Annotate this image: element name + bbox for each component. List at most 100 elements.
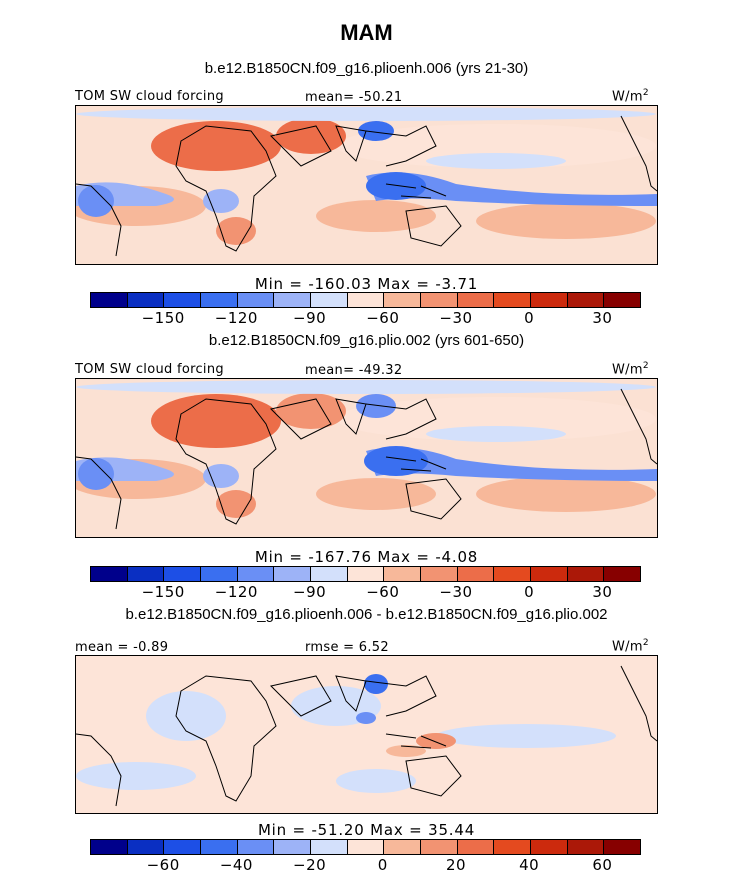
colorbar-swatch xyxy=(567,293,605,307)
colorbar-tick-label: −150 xyxy=(141,309,185,327)
itcz-pacific xyxy=(366,447,657,481)
colorbar-tick-label: −60 xyxy=(146,856,180,874)
colorbar-swatch xyxy=(201,567,238,581)
panel-3-colorbar-ticks: −60 −40 −20 0 20 40 60 xyxy=(90,856,639,874)
colorbar-swatch xyxy=(384,293,422,307)
colorbar-tick-label: −120 xyxy=(214,583,258,601)
colorbar-swatch xyxy=(421,293,458,307)
panel-1-variable-label: TOM SW cloud forcing xyxy=(75,89,224,104)
colorbar-tick-label: 0 xyxy=(524,583,535,601)
colorbar-swatch xyxy=(384,567,422,581)
australia-coastline xyxy=(405,478,462,520)
colorbar-tick-label: −30 xyxy=(439,583,473,601)
diff-blue-patch-1 xyxy=(146,691,226,741)
arabia-high xyxy=(276,393,346,429)
panel-3-map xyxy=(75,655,658,814)
north-subtropic-band xyxy=(336,397,656,441)
americas-coastline xyxy=(76,388,657,530)
panel-3-map-svg xyxy=(76,656,657,813)
colorbar-swatch xyxy=(201,293,238,307)
colorbar-swatch xyxy=(164,840,202,854)
units-superscript: 2 xyxy=(642,88,649,98)
colorbar-swatch xyxy=(237,293,275,307)
colorbar-swatch xyxy=(237,840,275,854)
india-coastline xyxy=(335,675,367,712)
south-subtropic-band xyxy=(476,476,656,512)
australia-coastline xyxy=(405,205,462,247)
diff-light-red xyxy=(386,745,426,757)
colorbar-swatch xyxy=(567,567,605,581)
colorbar-tick-label: −60 xyxy=(366,309,400,327)
colorbar-swatch xyxy=(164,293,202,307)
colorbar-swatch xyxy=(274,293,312,307)
colorbar-swatch xyxy=(127,840,165,854)
colorbar-swatch xyxy=(494,567,532,581)
colorbar-tick-label: −150 xyxy=(141,583,185,601)
colorbar-swatch xyxy=(91,840,128,854)
colorbar-swatch xyxy=(567,840,605,854)
panel-3-rmse-label: rmse = 6.52 xyxy=(305,640,389,655)
congo-blue xyxy=(203,464,239,488)
india-coastline xyxy=(335,125,367,162)
panel-3-colorbar xyxy=(90,839,641,855)
colorbar-swatch xyxy=(201,840,238,854)
colorbar-swatch xyxy=(91,293,128,307)
colorbar-swatch xyxy=(421,567,458,581)
colorbar-tick-label: −40 xyxy=(219,856,253,874)
africa-coastline xyxy=(175,675,277,802)
south-subtropic-band xyxy=(476,203,656,239)
colorbar-swatch xyxy=(604,293,641,307)
panel-2-colorbar-ticks: −150 −120 −90 −60 −30 0 30 xyxy=(90,583,639,601)
colorbar-tick-label: −30 xyxy=(439,309,473,327)
southern-africa xyxy=(216,217,256,245)
colorbar-swatch xyxy=(531,840,568,854)
colorbar-swatch xyxy=(311,293,348,307)
colorbar-tick-label: 30 xyxy=(592,583,613,601)
congo-blue xyxy=(203,189,239,213)
diff-blue-patch-3 xyxy=(436,724,616,748)
panel-2-map xyxy=(75,378,658,538)
asia-coastline xyxy=(365,125,437,167)
panel-2-colorbar xyxy=(90,566,641,582)
colorbar-tick-label: −60 xyxy=(366,583,400,601)
panel-1-map-svg xyxy=(76,106,657,264)
colorbar-tick-label: 0 xyxy=(377,856,388,874)
australia-coastline xyxy=(405,755,462,797)
africa-coastline xyxy=(175,398,277,525)
colorbar-swatch xyxy=(494,293,532,307)
arabia-coastline xyxy=(270,675,332,717)
americas-coastline xyxy=(76,115,657,257)
africa-coastline xyxy=(175,125,277,252)
colorbar-tick-label: 40 xyxy=(519,856,540,874)
southern-africa xyxy=(216,490,256,518)
colorbar-swatch xyxy=(494,840,532,854)
units-text: W/m xyxy=(612,362,643,378)
colorbar-swatch xyxy=(311,840,348,854)
panel-3-min-max: Min = -51.20 Max = 35.44 xyxy=(257,821,476,839)
diff-mid-blue xyxy=(356,712,376,724)
panel-1-colorbar-ticks: −150 −120 −90 −60 −30 0 30 xyxy=(90,309,639,327)
panel-1-mean-label: mean= -50.21 xyxy=(305,90,403,105)
tibet-blue xyxy=(358,121,394,141)
north-pacific-blue xyxy=(426,153,566,169)
panel-1-min-max: Min = -160.03 Max = -3.71 xyxy=(254,275,479,293)
colorbar-tick-label: −120 xyxy=(214,309,258,327)
panel-3-case-title: b.e12.B1850CN.f09_g16.plioenh.006 - b.e1… xyxy=(125,606,608,623)
colorbar-swatch xyxy=(347,293,385,307)
india-coastline xyxy=(335,398,367,435)
panel-2-variable-label: TOM SW cloud forcing xyxy=(75,362,224,377)
arabia-coastline xyxy=(270,125,332,167)
maritime-continent xyxy=(366,172,426,200)
units-superscript: 2 xyxy=(642,638,649,648)
colorbar-tick-label: 20 xyxy=(445,856,467,874)
sahara-high xyxy=(151,121,281,171)
amazon-blue xyxy=(78,185,114,217)
top-band-blue xyxy=(76,107,656,121)
colorbar-swatch xyxy=(604,840,641,854)
colorbar-swatch xyxy=(274,567,312,581)
diff-red-patch xyxy=(416,733,456,749)
units-text: W/m xyxy=(612,89,643,105)
colorbar-tick-label: 30 xyxy=(592,309,613,327)
colorbar-swatch xyxy=(457,293,495,307)
colorbar-swatch xyxy=(531,567,568,581)
